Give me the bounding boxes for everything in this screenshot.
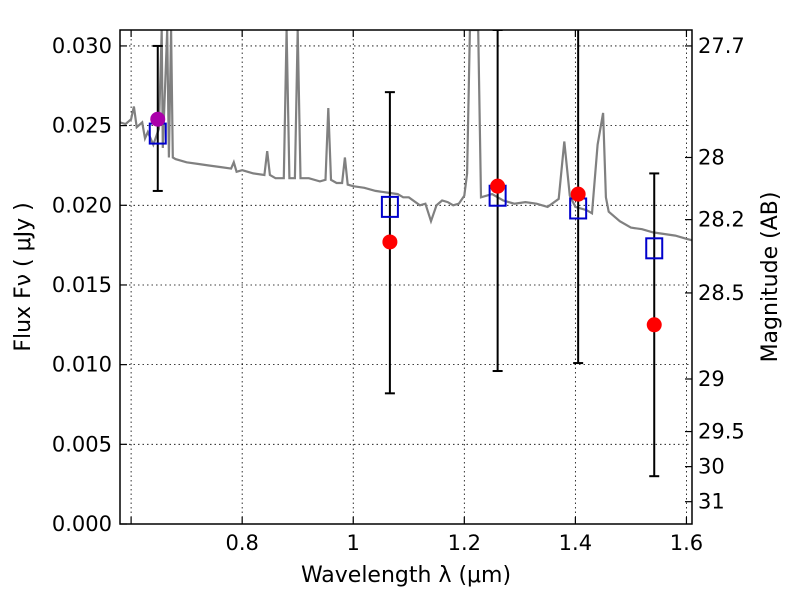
- y-tick-label: 0.000: [52, 512, 112, 536]
- model-photometry-square: [380, 195, 399, 218]
- x-tick-label: 1: [347, 531, 360, 555]
- x-tick-label: 1.6: [670, 531, 703, 555]
- x-tick-label: 1.4: [559, 531, 592, 555]
- y-tick-label: 0.015: [52, 273, 112, 297]
- magnitude-tick-label: 28: [698, 145, 725, 169]
- y2-axis-label: Magnitude (AB): [758, 192, 783, 363]
- observed-point: [490, 178, 506, 194]
- observed-point: [150, 111, 166, 127]
- magnitude-tick-label: 27.7: [698, 34, 745, 58]
- y-tick-label: 0.010: [52, 353, 112, 377]
- plot-frame: [119, 29, 693, 525]
- observed-point: [646, 317, 662, 333]
- y-tick-label: 0.030: [52, 34, 112, 58]
- magnitude-tick-label: 28.5: [698, 281, 745, 305]
- magnitude-tick-label: 28.2: [698, 208, 745, 232]
- x-axis-label: Wavelength λ (μm): [301, 563, 511, 588]
- magnitude-tick-label: 29.5: [698, 420, 745, 444]
- plot-area: [120, 30, 692, 478]
- magnitude-axis-ticks: 27.7 28 28.2 28.5 29 29.5 30 31: [685, 34, 745, 514]
- model-photometry-square: [645, 237, 664, 260]
- magnitude-tick-label: 29: [698, 367, 725, 391]
- magnitude-tick-label: 31: [698, 490, 725, 514]
- observed-points: [150, 111, 662, 333]
- plot-background: [120, 30, 692, 524]
- x-tick-label: 1.2: [448, 531, 481, 555]
- x-axis-ticks: 0.8 1 1.2 1.4 1.6: [130, 30, 703, 555]
- y-tick-label: 0.005: [52, 432, 112, 456]
- y-tick-label: 0.025: [52, 114, 112, 138]
- observed-point: [570, 186, 586, 202]
- observed-point: [382, 234, 398, 250]
- y-axis-ticks: 0.000 0.005 0.010 0.015 0.020 0.025 0.030: [52, 34, 127, 536]
- y-axis-label: Flux Fν ( μJy ): [11, 202, 36, 351]
- x-tick-label: 0.8: [225, 531, 258, 555]
- magnitude-tick-label: 30: [698, 455, 725, 479]
- y-tick-label: 0.020: [52, 193, 112, 217]
